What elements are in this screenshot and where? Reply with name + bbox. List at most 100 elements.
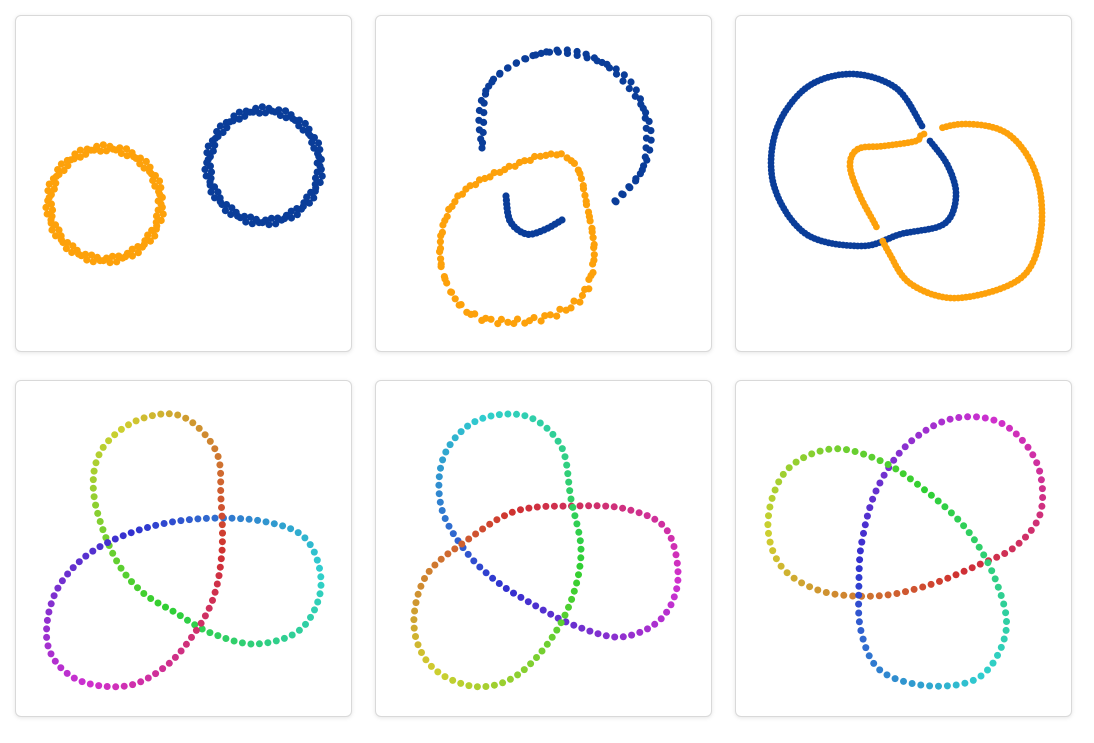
trefoil-dot bbox=[970, 536, 978, 544]
orange-loop-dot bbox=[149, 176, 157, 185]
orange-loop-dot bbox=[570, 297, 578, 305]
blue-loop-dot bbox=[274, 214, 282, 222]
panel-trefoil-2 bbox=[375, 380, 712, 717]
trefoil-dot bbox=[547, 610, 555, 618]
trefoil-dot bbox=[442, 448, 450, 456]
trefoil-dot bbox=[217, 487, 225, 494]
orange-loop-dot bbox=[151, 232, 159, 240]
orange-loop-dot bbox=[113, 258, 121, 266]
blue-arc-dot bbox=[512, 59, 520, 67]
blue-loop-dot bbox=[252, 104, 260, 112]
trefoil-dot bbox=[576, 502, 584, 510]
trefoil-dot bbox=[989, 659, 997, 667]
trefoil-dot bbox=[431, 561, 439, 569]
trefoil-dot bbox=[926, 682, 934, 690]
trefoil-dot bbox=[947, 509, 955, 517]
trefoil-dot bbox=[539, 606, 547, 614]
trefoil-dot bbox=[533, 503, 541, 511]
orange-loop-dot bbox=[140, 164, 148, 172]
trefoil-dot bbox=[214, 453, 222, 460]
trefoil-dot bbox=[658, 520, 666, 528]
trefoil-dot bbox=[182, 414, 190, 422]
trefoil-dot bbox=[96, 543, 104, 551]
trefoil-dot bbox=[876, 457, 884, 465]
trefoil-dot bbox=[157, 410, 165, 418]
trefoil-dot bbox=[132, 417, 140, 425]
orange-loop-dot bbox=[52, 232, 60, 240]
orange-loop-dot bbox=[585, 275, 593, 283]
trefoil-dot bbox=[502, 585, 510, 592]
trefoil-dot bbox=[176, 612, 184, 620]
trefoil-dot bbox=[855, 591, 863, 599]
trefoil-dot bbox=[673, 559, 681, 567]
blue-arc-dot bbox=[619, 77, 627, 85]
blue-loop-dot bbox=[227, 210, 235, 219]
blue-loop-dot bbox=[281, 107, 290, 115]
trefoil-dot bbox=[317, 581, 325, 589]
trefoil-dot bbox=[201, 612, 209, 620]
orange-loop-dot bbox=[436, 238, 444, 246]
trefoil-dot bbox=[513, 410, 520, 418]
trefoil-dot bbox=[981, 414, 989, 422]
trefoil-dot bbox=[313, 556, 321, 564]
trefoil-dot bbox=[783, 569, 791, 577]
trefoil-dot bbox=[302, 620, 309, 628]
blue-loop-dot bbox=[311, 174, 320, 182]
trefoil-dot bbox=[914, 480, 921, 488]
blue-loop-dot bbox=[267, 214, 276, 222]
orange-loop-dot bbox=[579, 185, 588, 193]
blue-arc-dot bbox=[612, 70, 621, 78]
trefoil-dot bbox=[938, 418, 946, 426]
trefoil-dot bbox=[446, 441, 454, 449]
trefoil-dot bbox=[445, 522, 453, 530]
trefoil-dot bbox=[980, 551, 988, 559]
trefoil-dot bbox=[884, 591, 892, 599]
orange-loop-dot bbox=[122, 145, 131, 153]
trefoil-dot bbox=[43, 616, 51, 624]
trefoil-dot bbox=[427, 662, 435, 670]
trefoil-dot bbox=[777, 562, 785, 570]
trefoil-dot bbox=[855, 565, 863, 573]
trefoil-dot bbox=[1037, 476, 1045, 484]
trefoil-dot bbox=[876, 666, 884, 674]
orange-loop-dot bbox=[478, 316, 486, 324]
trefoil-dot bbox=[808, 450, 816, 458]
blue-loop-dot bbox=[204, 142, 212, 150]
trefoil-dot bbox=[436, 498, 444, 506]
trefoil-dot bbox=[883, 671, 891, 679]
blue-arc-dot bbox=[475, 106, 483, 115]
orange-loop-dot bbox=[60, 166, 68, 175]
blue-arc-dot bbox=[626, 184, 634, 192]
trefoil-dot bbox=[421, 575, 428, 582]
trefoil-dot bbox=[412, 599, 420, 607]
trefoil-dot bbox=[855, 582, 863, 590]
blue-loop-dot bbox=[310, 144, 318, 152]
orange-loop-dot bbox=[42, 203, 50, 211]
orange-loop-dot bbox=[466, 182, 474, 190]
trefoil-dot bbox=[422, 656, 430, 664]
trefoil-dot bbox=[1027, 526, 1035, 534]
trefoil-dot bbox=[565, 603, 572, 611]
orange-loop-dot bbox=[154, 197, 162, 205]
trefoil-dot bbox=[473, 683, 481, 691]
trefoil-dot bbox=[89, 484, 97, 492]
trefoil-dot bbox=[1036, 467, 1044, 475]
trefoil-dot bbox=[941, 503, 949, 511]
blue-loop-dot bbox=[216, 194, 224, 202]
trefoil-dot bbox=[558, 445, 566, 453]
trefoil-dot bbox=[543, 640, 551, 648]
trefoil-dot bbox=[542, 502, 550, 510]
trefoil-dot bbox=[444, 550, 452, 558]
trefoil-dot bbox=[95, 682, 103, 690]
trefoil-dot bbox=[521, 412, 529, 420]
trefoil-dot bbox=[103, 683, 111, 690]
trefoil-dot bbox=[674, 568, 682, 576]
trefoil-dot bbox=[490, 681, 498, 689]
trefoil-dot bbox=[410, 624, 418, 632]
trefoil-dot bbox=[674, 576, 682, 584]
trefoil-dot bbox=[1006, 424, 1013, 432]
trefoil-dot bbox=[875, 592, 883, 600]
trefoil-dot bbox=[206, 437, 214, 445]
trefoil-dot bbox=[90, 493, 98, 501]
blue-loop-dot bbox=[216, 122, 224, 130]
